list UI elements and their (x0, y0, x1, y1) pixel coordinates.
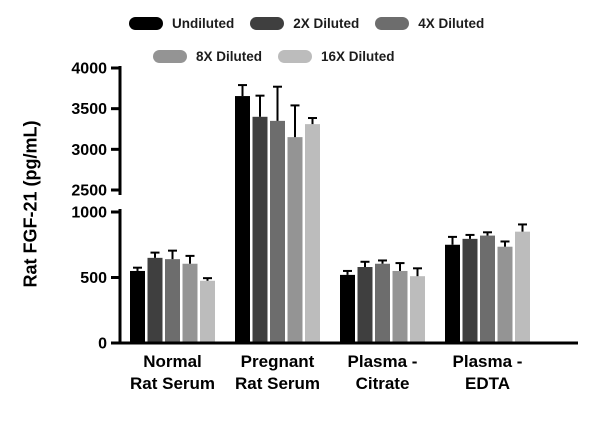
legend-swatch-undiluted (129, 17, 163, 30)
legend-item-2x-diluted: 2X Diluted (250, 16, 359, 31)
legend-item-4x-diluted: 4X Diluted (375, 16, 484, 31)
legend-label-2x-diluted: 2X Diluted (293, 16, 360, 31)
y-tick-label: 3000 (71, 142, 107, 159)
bar-8x-diluted-plasma-citrate (392, 270, 408, 343)
bar-2x-diluted-plasma-edta (462, 238, 478, 343)
bar-undiluted-plasma-citrate (340, 274, 355, 343)
y-tick-label: 3500 (71, 101, 107, 118)
bar-2x-diluted-pregnant-rat-serum (252, 116, 268, 343)
legend-label-undiluted: Undiluted (172, 16, 235, 31)
bar-8x-diluted-plasma-edta (497, 246, 513, 343)
bar-2x-diluted-plasma-citrate (357, 267, 373, 343)
bar-undiluted-plasma-edta (445, 244, 460, 343)
bar-4x-diluted-pregnant-rat-serum (270, 120, 285, 343)
bar-8x-diluted-pregnant-rat-serum (287, 137, 303, 343)
x-category-label-plasma-citrate: Plasma - (348, 352, 418, 371)
x-category-label-normal-rat-serum: Rat Serum (130, 374, 215, 393)
y-tick-label: 1000 (71, 205, 107, 222)
legend-row-2: 8X Diluted 16X Diluted (153, 49, 395, 64)
x-category-label-plasma-edta: Plasma - (453, 352, 523, 371)
legend-item-undiluted: Undiluted (129, 16, 234, 31)
bar-16x-diluted-pregnant-rat-serum (305, 124, 320, 344)
bar-16x-diluted-normal-rat-serum (200, 280, 215, 343)
legend-swatch-2x-diluted (250, 17, 285, 30)
legend-label-8x-diluted: 8X Diluted (196, 49, 263, 64)
legend-label-16x-diluted: 16X Diluted (321, 49, 395, 64)
x-category-label-normal-rat-serum: Normal (143, 352, 202, 371)
y-tick-label: 500 (80, 270, 107, 287)
legend-row-1: Undiluted 2X Diluted 4X Diluted (129, 16, 484, 31)
bar-4x-diluted-plasma-edta (480, 235, 495, 343)
legend-label-4x-diluted: 4X Diluted (418, 16, 485, 31)
y-tick-label: 0 (98, 336, 107, 353)
x-category-label-pregnant-rat-serum: Pregnant (241, 352, 315, 371)
legend-swatch-4x-diluted (375, 17, 410, 30)
bar-2x-diluted-normal-rat-serum (147, 257, 163, 343)
bar-16x-diluted-plasma-citrate (410, 276, 425, 343)
bar-16x-diluted-plasma-edta (515, 231, 530, 343)
bar-4x-diluted-plasma-citrate (375, 263, 390, 343)
legend-item-16x-diluted: 16X Diluted (278, 49, 395, 64)
legend-swatch-16x-diluted (278, 50, 313, 63)
x-category-label-plasma-edta: EDTA (465, 374, 510, 393)
bar-4x-diluted-normal-rat-serum (165, 259, 180, 343)
x-category-label-pregnant-rat-serum: Rat Serum (235, 374, 320, 393)
bar-8x-diluted-normal-rat-serum (182, 263, 198, 343)
bar-undiluted-pregnant-rat-serum (235, 96, 250, 343)
bar-undiluted-normal-rat-serum (130, 270, 145, 343)
y-tick-label: 4000 (71, 61, 107, 78)
x-category-label-plasma-citrate: Citrate (356, 374, 410, 393)
y-tick-label: 2500 (71, 183, 107, 200)
legend-item-8x-diluted: 8X Diluted (153, 49, 262, 64)
legend-swatch-8x-diluted (153, 50, 187, 63)
